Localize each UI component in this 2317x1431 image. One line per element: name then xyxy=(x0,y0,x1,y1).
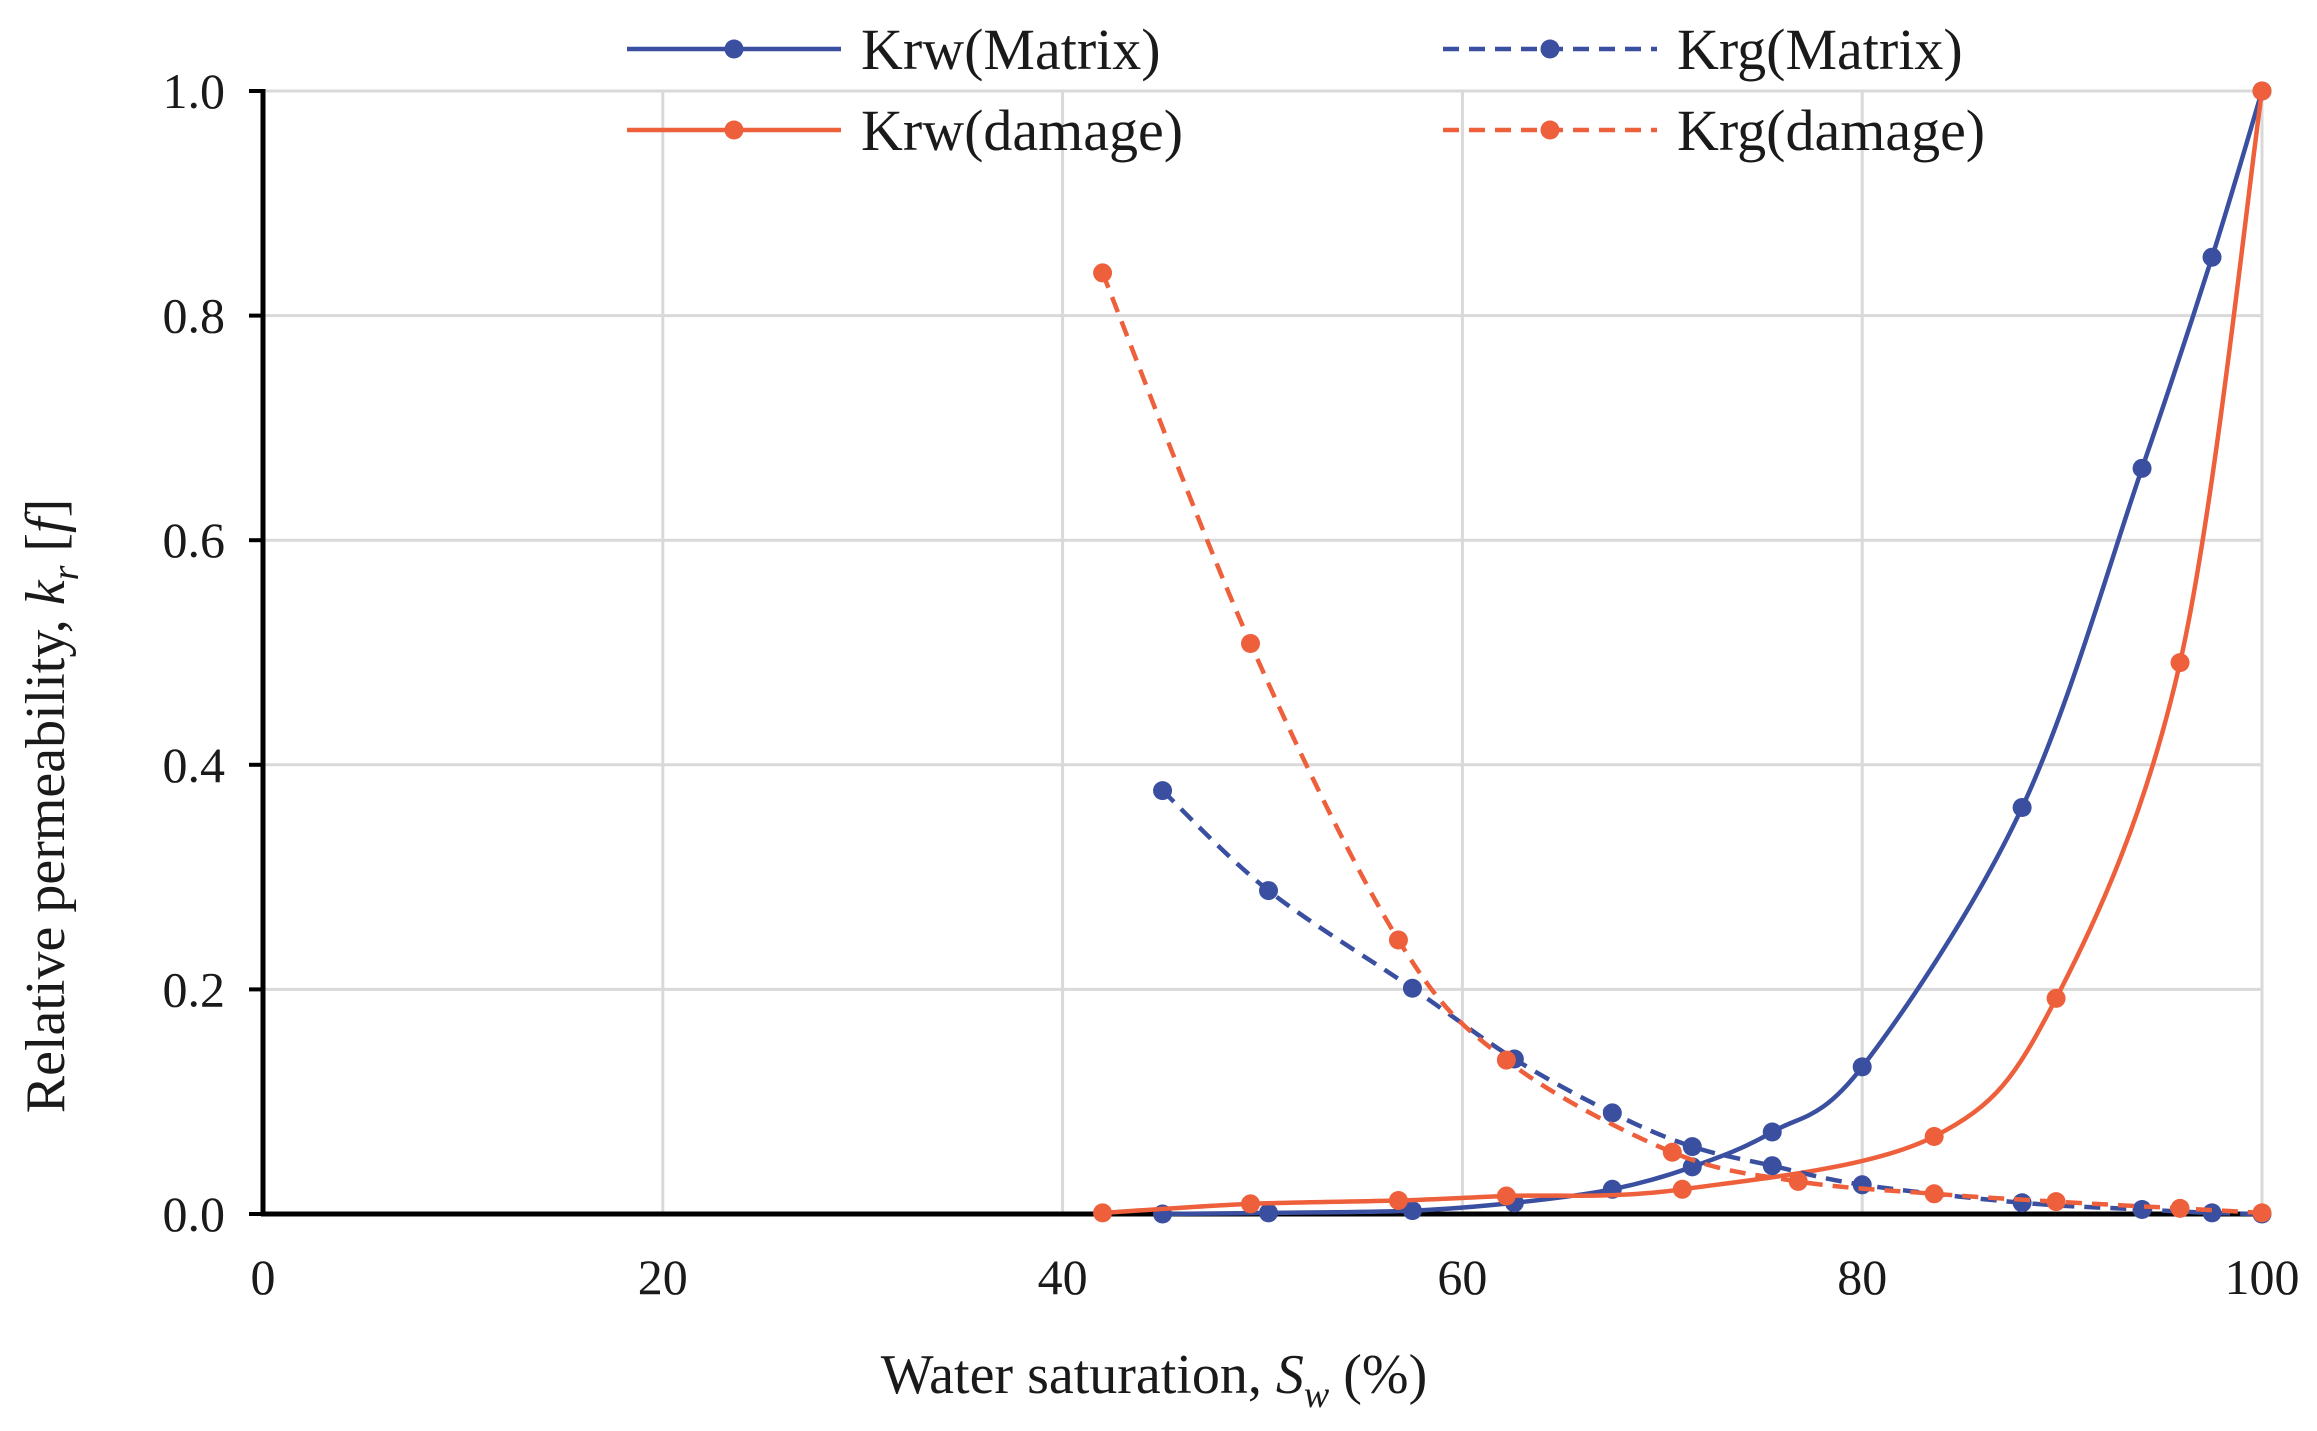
data-point xyxy=(1496,1186,1516,1206)
grid-lines xyxy=(263,89,2264,1214)
data-point xyxy=(1241,634,1261,654)
y-axis-title-bracket-close: ] xyxy=(15,499,77,518)
y-axis-title-subscript: r xyxy=(45,565,87,580)
data-point xyxy=(2170,1198,2190,1218)
data-point xyxy=(2012,1193,2032,1213)
x-axis-title-symbol: S xyxy=(1276,1344,1304,1406)
legend-label: Krw(Matrix) xyxy=(861,17,1161,82)
x-tick-labels: 0 20 40 60 80 100 xyxy=(251,1249,2300,1305)
data-point xyxy=(2202,1203,2222,1223)
x-tick-label: 60 xyxy=(1437,1249,1487,1305)
series-krg-damage xyxy=(1093,263,2272,1223)
legend-label: Krg(damage) xyxy=(1677,98,1985,163)
y-axis-title-bracket-open: [ xyxy=(15,533,77,566)
y-tick-labels: 0.0 0.2 0.4 0.6 0.8 1.0 xyxy=(163,63,226,1242)
x-axis-title: Water saturation, Sw (%) xyxy=(881,1344,1427,1416)
data-point xyxy=(2046,1192,2066,1212)
y-axis-title: Relative permeability, kr [f] xyxy=(15,499,87,1114)
series-line xyxy=(1161,788,2263,1217)
y-axis-title-symbol: k xyxy=(15,579,77,605)
data-point xyxy=(1762,1122,1782,1142)
data-point xyxy=(2202,247,2222,267)
data-point xyxy=(1662,1142,1682,1162)
x-tick-label: 0 xyxy=(251,1249,276,1305)
legend-marker xyxy=(724,120,744,140)
data-point xyxy=(2132,1200,2152,1220)
series-krw-damage xyxy=(1093,81,2272,1223)
data-point xyxy=(2132,458,2152,478)
series-layer xyxy=(1093,81,2272,1224)
x-axis-title-subscript: w xyxy=(1304,1374,1330,1416)
data-point xyxy=(2252,1203,2272,1223)
y-tick-label: 1.0 xyxy=(163,63,226,119)
series-krg-matrix xyxy=(1153,781,2272,1224)
legend-marker xyxy=(1540,120,1560,140)
legend: Krw(Matrix) Krg(Matrix) Krw(damage) Krg(dam… xyxy=(627,17,1985,163)
series-line xyxy=(1162,90,2265,1217)
y-tick-label: 0.4 xyxy=(163,737,226,793)
data-point xyxy=(1093,1203,1113,1223)
data-point xyxy=(1388,930,1408,950)
data-point xyxy=(1153,781,1173,801)
data-point xyxy=(1258,1203,1278,1223)
data-point xyxy=(1258,881,1278,901)
x-tick-label: 80 xyxy=(1837,1249,1887,1305)
data-point xyxy=(1762,1156,1782,1176)
data-point xyxy=(1682,1157,1702,1177)
x-tick-label: 40 xyxy=(1038,1249,1088,1305)
data-point xyxy=(2170,653,2190,673)
y-tick-label: 0.6 xyxy=(163,512,226,568)
data-point xyxy=(1402,1201,1422,1221)
series-line xyxy=(1100,272,2263,1216)
data-point xyxy=(1496,1050,1516,1070)
data-point xyxy=(1924,1127,1944,1147)
y-tick-label: 0.2 xyxy=(163,961,226,1017)
x-tick-label: 20 xyxy=(638,1249,688,1305)
axes xyxy=(249,89,2262,1217)
legend-marker xyxy=(1540,39,1560,59)
data-point xyxy=(1924,1184,1944,1204)
data-point xyxy=(1852,1175,1872,1195)
y-axis-title-prefix: Relative permeability, xyxy=(15,605,77,1113)
series-line xyxy=(1102,90,2265,1216)
data-point xyxy=(1388,1191,1408,1211)
y-tick-label: 0.0 xyxy=(163,1186,226,1242)
data-point xyxy=(1602,1103,1622,1123)
legend-label: Krw(damage) xyxy=(861,98,1183,163)
series-krw-matrix xyxy=(1153,81,2272,1224)
data-point xyxy=(1682,1137,1702,1157)
legend-entry: Krg(Matrix) xyxy=(1443,17,1963,82)
data-point xyxy=(2012,797,2032,817)
data-point xyxy=(1672,1179,1692,1199)
data-point xyxy=(1852,1057,1872,1077)
data-point xyxy=(2046,988,2066,1008)
data-point xyxy=(2252,81,2272,101)
legend-label: Krg(Matrix) xyxy=(1677,17,1963,82)
legend-entry: Krw(Matrix) xyxy=(627,17,1161,82)
x-axis-title-suffix: (%) xyxy=(1329,1344,1427,1406)
data-point xyxy=(1402,978,1422,998)
legend-entry: Krg(damage) xyxy=(1443,98,1985,163)
legend-marker xyxy=(724,39,744,59)
x-tick-label: 100 xyxy=(2225,1249,2300,1305)
y-tick-label: 0.8 xyxy=(163,288,226,344)
legend-entry: Krw(damage) xyxy=(627,98,1183,163)
data-point xyxy=(1788,1171,1808,1191)
x-axis-title-prefix: Water saturation, xyxy=(881,1344,1276,1406)
data-point xyxy=(1241,1194,1261,1214)
data-point xyxy=(1093,263,1113,283)
